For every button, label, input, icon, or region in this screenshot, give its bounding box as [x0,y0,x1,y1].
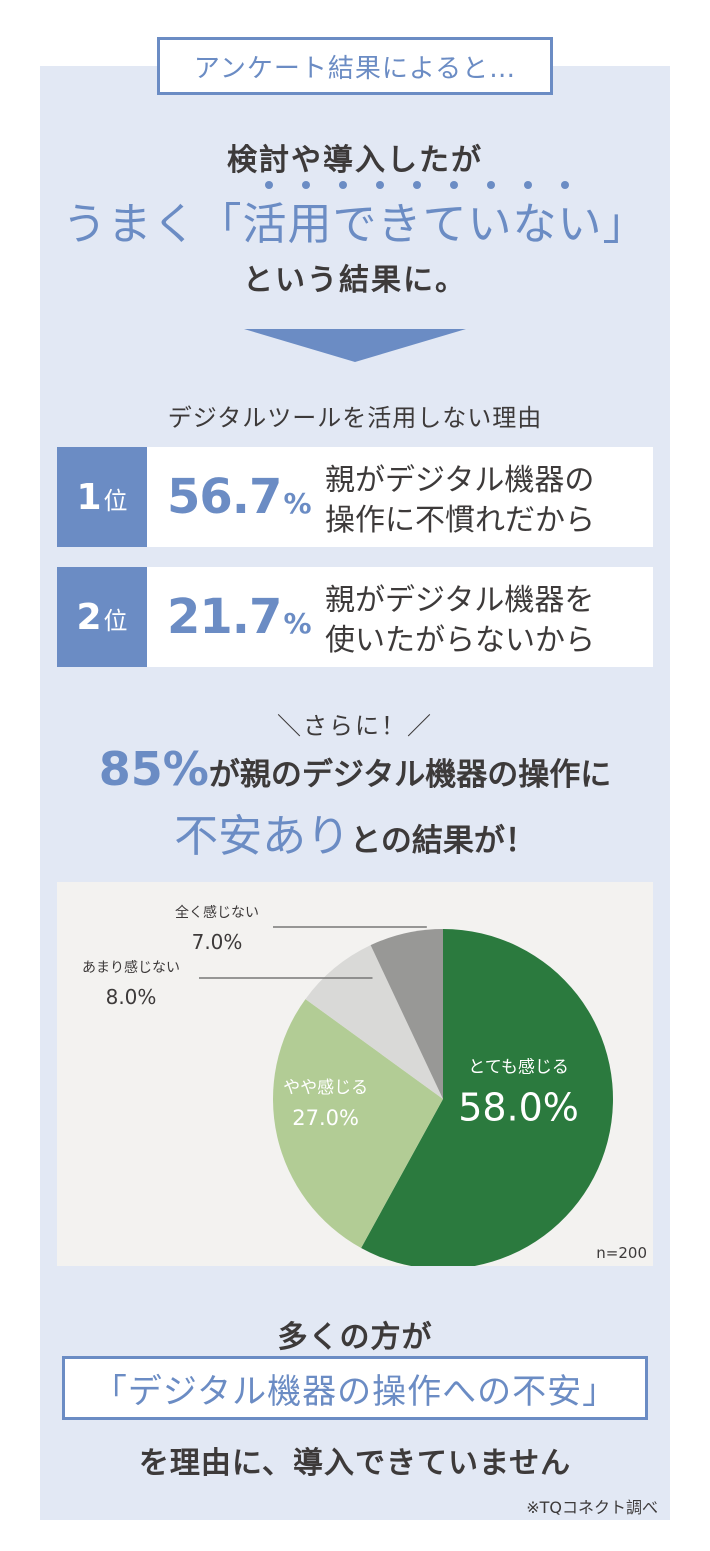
emphasis-dot [561,181,569,189]
pie-slice [305,945,443,1099]
headline-line-2: うまく「活用できていない」 [62,199,648,250]
reason-rank-1: 1 位 56.7 % 親がデジタル機器の 操作に不慣れだから [57,447,653,547]
rank-percent-unit: % [283,487,312,520]
rank-badge: 1 位 [57,447,147,547]
rank-percent-value: 21.7 [167,589,282,645]
finding-intro: ＼さらに！／ [277,712,433,740]
emphasis-dot [413,181,421,189]
rank-percent: 21.7 % [167,589,312,645]
survey-label: アンケート結果によると… [157,37,553,95]
rank-reason-text: 親がデジタル機器の 操作に不慣れだから [325,461,595,541]
emphasis-dot [265,181,273,189]
rank-badge: 2 位 [57,567,147,667]
rank-reason-line-2: 使いたがらないから [325,623,595,658]
emphasis-dot [487,181,495,189]
background-panel [40,66,670,1520]
slice-label: あまり感じない [82,959,180,976]
reasons-title: デジタルツールを活用しない理由 [167,404,543,432]
rank-reason-line-1: 親がデジタル機器の [325,463,595,498]
conclusion-boxed-text: 「デジタル機器の操作への不安」 [62,1356,648,1420]
down-arrow-icon [244,329,466,362]
slice-label: とても感じる [468,1057,569,1077]
conclusion-line-1: 多くの方が [277,1320,433,1355]
finding-line-2-rest: との結果が！ [350,823,536,859]
emphasis-dot [302,181,310,189]
rank-percent-unit: % [283,607,312,640]
emphasis-dot [339,181,347,189]
emphasis-dot [524,181,532,189]
rank-suffix: 位 [103,607,128,635]
finding-highlight: 不安あり [174,811,351,862]
rank-reason-line-1: 親がデジタル機器を [325,583,595,618]
rank-reason-text: 親がデジタル機器を 使いたがらないから [325,581,595,661]
pie-chart: とても感じる 58.0% やや感じる 27.0% あまり感じない 8.0% 全く感じない 7.… [82,904,647,1266]
emphasis-dot [450,181,458,189]
reason-rank-2: 2 位 21.7 % 親がデジタル機器を 使いたがらないから [57,567,653,667]
finding-line-1: 85%が親のデジタル機器の操作に [0,742,710,796]
slice-label: やや感じる [283,1078,368,1098]
pie-slice [361,929,614,1266]
finding-line-1-rest: が親のデジタル機器の操作に [208,757,612,793]
slice-label: 全く感じない [175,904,259,921]
finding-big-percent: 85% [98,742,209,796]
slice-value-label: 7.0% [192,930,243,954]
rank-number: 2 [76,597,102,638]
rank-reason-line-2: 操作に不慣れだから [325,503,595,538]
rank-percent-value: 56.7 [167,469,282,525]
emphasis-dot [376,181,384,189]
finding-line-2: 不安ありとの結果が！ [0,800,710,864]
pie-chart-box: とても感じる 58.0% やや感じる 27.0% あまり感じない 8.0% 全く感じない 7.… [57,882,653,1266]
rank-suffix: 位 [103,487,128,515]
conclusion-line-3: を理由に、導入できていません [138,1446,572,1481]
rank-number: 1 [76,477,102,518]
slice-value-label: 27.0% [292,1106,359,1130]
rank-percent: 56.7 % [167,469,312,525]
pie-slice [273,999,443,1248]
pie-slice [370,929,443,1099]
source-note: ※TQコネクト調べ [526,1498,658,1517]
headline-line-3: という結果に。 [243,263,467,298]
slice-value-label: 58.0% [458,1085,579,1129]
headline-line-1: 検討や導入したが [227,143,483,178]
slice-value-label: 8.0% [106,985,157,1009]
sample-size-note: n=200 [596,1244,647,1262]
